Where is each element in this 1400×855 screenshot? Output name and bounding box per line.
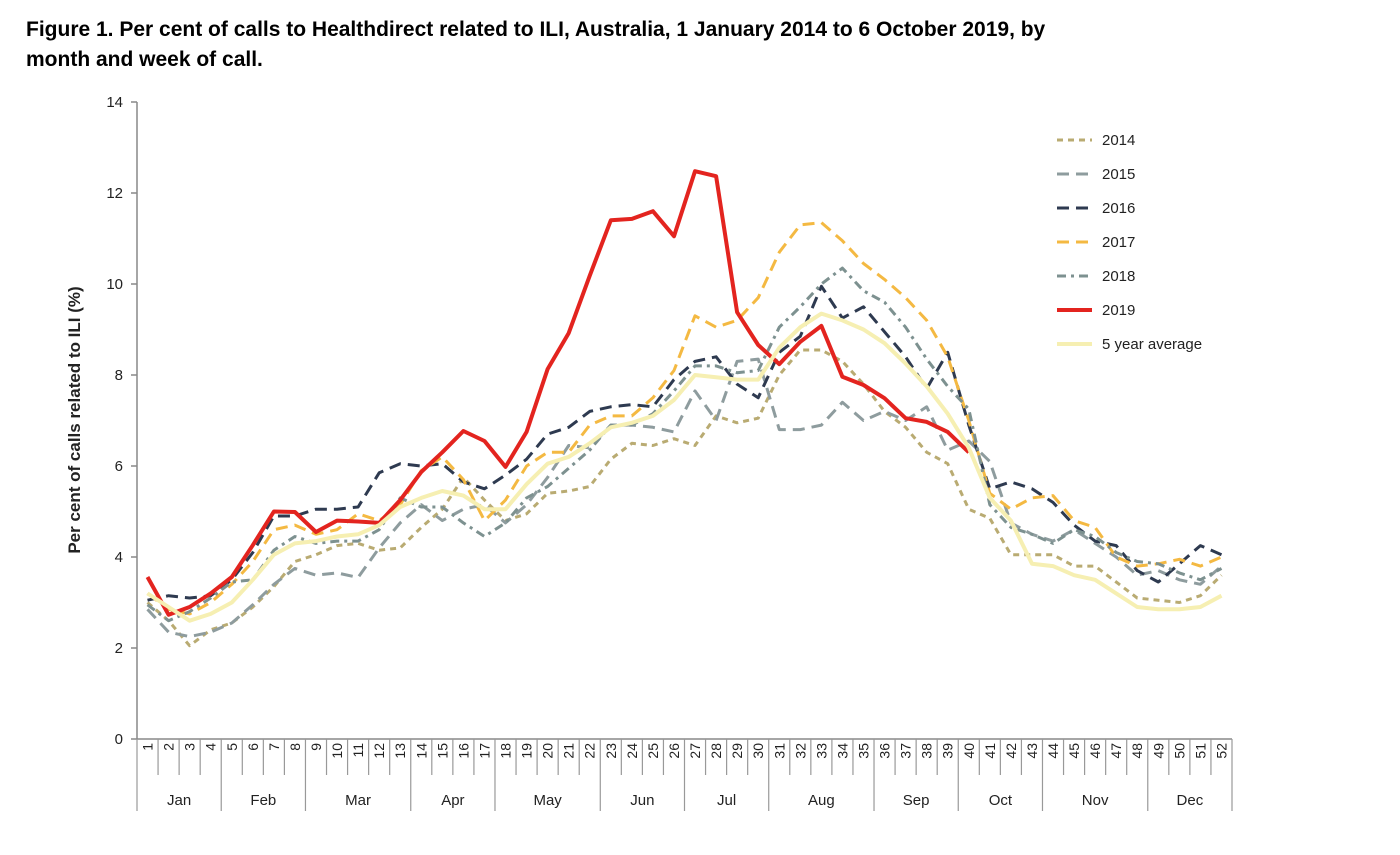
x-tick-label: 35 <box>855 743 871 759</box>
x-tick-label: 5 <box>224 743 240 751</box>
x-tick-label: 16 <box>455 743 471 759</box>
y-tick-label: 6 <box>115 458 123 475</box>
month-label: Apr <box>441 792 464 809</box>
series-line <box>146 357 1223 639</box>
x-tick-label: 41 <box>982 743 998 759</box>
x-tick-label: 48 <box>1129 743 1145 759</box>
month-label: Oct <box>989 792 1013 809</box>
y-tick-label: 4 <box>115 549 123 566</box>
x-tick-label: 12 <box>371 743 387 759</box>
y-tick-label: 12 <box>106 185 123 202</box>
x-tick-label: 42 <box>1003 743 1019 759</box>
month-label: Dec <box>1177 792 1204 809</box>
x-tick-label: 23 <box>603 743 619 759</box>
x-tick-label: 6 <box>245 743 261 751</box>
x-tick-label: 44 <box>1045 743 1061 759</box>
x-tick-label: 40 <box>961 743 977 759</box>
x-tick-label: 22 <box>582 743 598 759</box>
x-tick-label: 19 <box>519 743 535 759</box>
x-tick-label: 46 <box>1087 743 1103 759</box>
x-tick-label: 9 <box>308 743 324 751</box>
x-tick-label: 18 <box>498 743 514 759</box>
month-label: Jun <box>630 792 654 809</box>
x-tick-label: 38 <box>919 743 935 759</box>
series-line <box>146 348 1223 648</box>
legend-label: 2017 <box>1102 234 1135 251</box>
legend-label: 2015 <box>1102 166 1135 183</box>
y-axis-label: Per cent of calls related to ILI (%) <box>65 286 84 553</box>
x-tick-label: 1 <box>140 743 156 751</box>
y-tick-label: 14 <box>106 94 123 111</box>
month-label: Sep <box>903 792 930 809</box>
x-tick-label: 26 <box>666 743 682 759</box>
x-tick-label: 10 <box>329 743 345 759</box>
month-label: Jan <box>167 792 191 809</box>
x-tick-label: 13 <box>392 743 408 759</box>
x-tick-label: 51 <box>1192 743 1208 759</box>
x-tick-label: 11 <box>350 743 366 758</box>
x-tick-label: 50 <box>1171 743 1187 759</box>
x-tick-label: 28 <box>708 743 724 759</box>
x-tick-label: 25 <box>645 743 661 759</box>
series-line <box>146 311 1223 623</box>
x-tick-label: 27 <box>687 743 703 759</box>
series-line <box>146 266 1223 623</box>
month-label: May <box>533 792 562 809</box>
x-tick-label: 7 <box>266 743 282 751</box>
x-tick-label: 37 <box>898 743 914 759</box>
x-tick-label: 4 <box>203 743 219 751</box>
month-label: Nov <box>1082 792 1109 809</box>
legend-label: 5 year average <box>1102 336 1202 353</box>
y-tick-label: 8 <box>115 367 123 384</box>
x-tick-label: 45 <box>1066 743 1082 759</box>
series-line <box>146 221 1223 616</box>
x-tick-label: 52 <box>1213 743 1229 759</box>
x-tick-label: 36 <box>877 743 893 759</box>
x-tick-label: 17 <box>476 743 492 759</box>
y-tick-label: 10 <box>106 276 123 293</box>
x-tick-label: 32 <box>792 743 808 759</box>
x-tick-label: 2 <box>161 743 177 751</box>
month-label: Jul <box>717 792 736 809</box>
x-tick-label: 31 <box>771 743 787 759</box>
y-tick-label: 2 <box>115 640 123 657</box>
x-tick-label: 30 <box>750 743 766 759</box>
x-tick-label: 14 <box>413 743 429 759</box>
x-tick-label: 21 <box>561 743 577 759</box>
month-label: Aug <box>808 792 835 809</box>
x-tick-label: 3 <box>182 743 198 751</box>
x-tick-label: 34 <box>834 743 850 759</box>
legend-label: 2019 <box>1102 302 1135 319</box>
y-tick-label: 0 <box>115 731 123 748</box>
x-tick-label: 47 <box>1108 743 1124 759</box>
x-tick-label: 33 <box>813 743 829 759</box>
x-tick-label: 8 <box>287 743 303 751</box>
month-label: Feb <box>250 792 276 809</box>
x-tick-label: 20 <box>540 743 556 759</box>
month-label: Mar <box>345 792 371 809</box>
legend-label: 2018 <box>1102 268 1135 285</box>
x-tick-label: 24 <box>624 743 640 759</box>
x-tick-label: 29 <box>729 743 745 759</box>
legend-label: 2014 <box>1102 132 1135 149</box>
series-line <box>147 284 1223 602</box>
x-tick-label: 43 <box>1024 743 1040 759</box>
x-tick-label: 49 <box>1150 743 1166 759</box>
legend-label: 2016 <box>1102 200 1135 217</box>
x-tick-label: 15 <box>434 743 450 759</box>
chart-title: Figure 1. Per cent of calls to Healthdir… <box>26 18 1046 71</box>
series-line <box>145 169 971 617</box>
x-tick-label: 39 <box>940 743 956 759</box>
